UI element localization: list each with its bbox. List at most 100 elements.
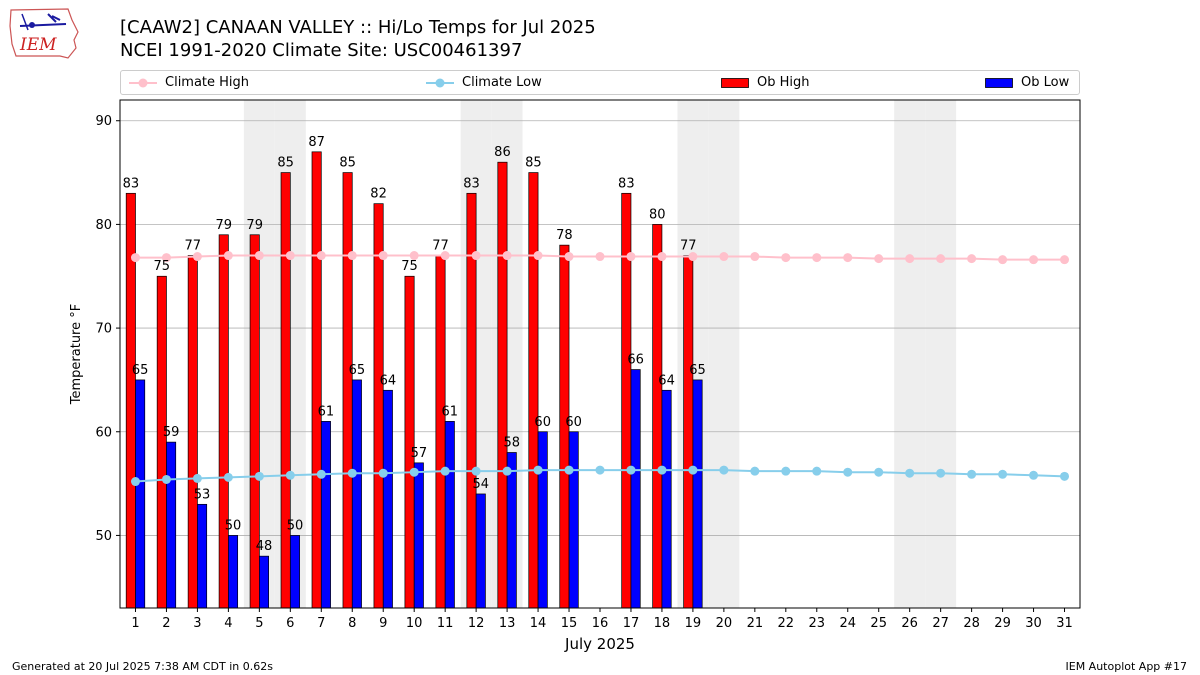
- climate-high-point: [595, 252, 605, 262]
- y-tick-label: 90: [95, 114, 112, 129]
- legend-climate-low: Climate Low: [426, 71, 542, 94]
- climate-low-point: [223, 472, 233, 482]
- ob-low-label: 54: [473, 477, 490, 492]
- climate-low-point: [1060, 471, 1070, 481]
- y-tick-label: 70: [95, 322, 112, 337]
- ob-high-bar: [652, 224, 663, 609]
- ob-low-bar: [259, 555, 269, 609]
- legend-ob-low-marker: [985, 77, 1013, 88]
- climate-low-point: [688, 465, 698, 475]
- x-tick-label: 14: [530, 616, 547, 631]
- y-tick-label: 50: [95, 529, 112, 544]
- ob-low-bar: [692, 379, 703, 609]
- ob-low-label: 65: [132, 363, 149, 378]
- climate-low-point: [502, 466, 512, 476]
- climate-low-point: [719, 465, 729, 475]
- ob-high-bar: [435, 255, 446, 609]
- ob-low-label: 48: [256, 539, 273, 554]
- climate-low-point: [626, 465, 636, 475]
- climate-high-point: [223, 251, 233, 261]
- climate-high-point: [750, 252, 760, 262]
- ob-high-label: 83: [463, 176, 480, 191]
- x-tick-label: 8: [348, 616, 356, 631]
- x-tick-label: 19: [685, 616, 702, 631]
- chart-title: [CAAW2] CANAAN VALLEY :: Hi/Lo Temps for…: [120, 17, 596, 38]
- climate-high-point: [316, 251, 326, 261]
- weekend-band: [894, 100, 926, 608]
- ob-low-bar: [413, 462, 424, 609]
- legend-climate-high: Climate High: [129, 71, 249, 94]
- climate-high-point: [1060, 255, 1070, 265]
- x-tick-label: 15: [561, 616, 578, 631]
- ob-low-bar: [289, 535, 300, 609]
- ob-low-bar: [568, 431, 579, 609]
- climate-high-point: [781, 253, 791, 263]
- climate-low-point: [936, 468, 946, 478]
- x-tick-label: 2: [162, 616, 170, 631]
- ob-low-bar: [320, 421, 331, 609]
- legend-climate-low-label: Climate Low: [462, 75, 542, 90]
- legend-climate-high-marker: [129, 78, 157, 87]
- weekend-band: [925, 100, 957, 608]
- climate-low-point: [130, 477, 140, 487]
- climate-low-point: [471, 466, 481, 476]
- footer-app: IEM Autoplot App #17: [1065, 660, 1188, 673]
- y-axis-label: Temperature °F: [69, 304, 84, 405]
- x-tick-label: 21: [747, 616, 764, 631]
- ob-low-label: 58: [503, 435, 520, 450]
- ob-low-label: 53: [194, 487, 211, 502]
- ob-low-bar: [661, 389, 672, 609]
- climate-high-point: [874, 254, 884, 264]
- ob-low-label: 61: [318, 404, 335, 419]
- ob-high-label: 82: [370, 187, 387, 202]
- x-axis-label: July 2025: [564, 635, 635, 653]
- ob-high-bar: [218, 234, 229, 609]
- climate-low-point: [812, 466, 822, 476]
- climate-high-point: [192, 252, 202, 262]
- climate-high-point: [161, 253, 171, 263]
- ob-low-bar: [166, 441, 177, 609]
- x-tick-label: 31: [1056, 616, 1073, 631]
- climate-low-point: [595, 465, 605, 475]
- ob-high-label: 78: [556, 228, 573, 243]
- ob-high-label: 86: [494, 145, 511, 160]
- x-tick-label: 16: [592, 616, 609, 631]
- legend-ob-low: Ob Low: [985, 71, 1069, 94]
- x-tick-label: 13: [499, 616, 516, 631]
- ob-low-bar: [351, 379, 362, 609]
- ob-high-label: 85: [277, 156, 294, 171]
- ob-high-label: 75: [154, 259, 171, 274]
- x-tick-label: 25: [870, 616, 887, 631]
- climate-high-point: [502, 251, 512, 261]
- climate-high-point: [440, 251, 450, 261]
- data-labels: 83 65 75 59 77 53 79 50 79 48 85 50 87 61 85 65 82 64 75 57…: [123, 135, 706, 554]
- climate-high-point: [409, 251, 419, 261]
- bars: [125, 151, 703, 609]
- legend-climate-low-marker: [426, 78, 454, 87]
- ob-high-label: 83: [123, 176, 140, 191]
- climate-high-point: [812, 253, 822, 263]
- ob-low-label: 50: [225, 518, 242, 533]
- x-tick-label: 27: [932, 616, 949, 631]
- x-tick-label: 10: [406, 616, 423, 631]
- x-tick-label: 5: [255, 616, 263, 631]
- climate-low-point: [285, 470, 295, 480]
- legend-ob-high-label: Ob High: [757, 75, 810, 90]
- climate-high-point: [719, 252, 729, 262]
- ob-high-label: 77: [680, 239, 697, 254]
- ob-low-label: 60: [565, 415, 582, 430]
- ob-high-bar: [683, 255, 694, 609]
- climate-high-point: [533, 251, 543, 261]
- x-tick-label: 17: [623, 616, 640, 631]
- ob-high-bar: [497, 161, 508, 609]
- climate-low-point: [564, 465, 574, 475]
- ob-low-label: 57: [411, 446, 428, 461]
- climate-low-point: [254, 471, 264, 481]
- ob-high-bar: [156, 275, 167, 609]
- logo-text: IEM: [19, 35, 57, 55]
- ob-high-label: 85: [525, 156, 542, 171]
- ob-low-label: 66: [627, 353, 644, 368]
- weekend-band: [708, 100, 740, 608]
- ob-low-label: 65: [689, 363, 706, 378]
